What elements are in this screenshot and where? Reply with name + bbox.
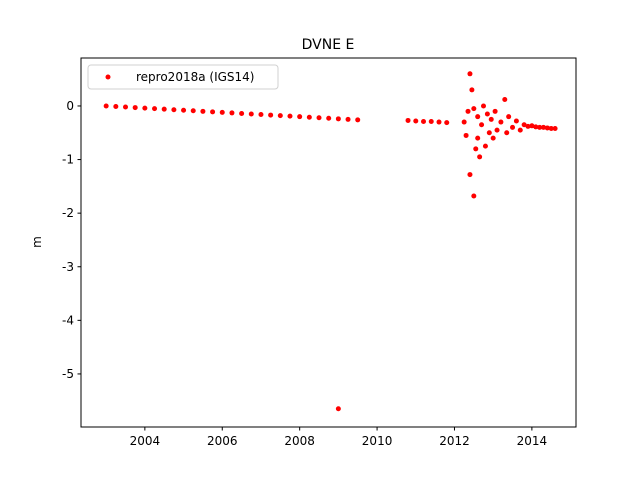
point <box>326 115 332 121</box>
chart-title: DVNE E <box>302 37 355 53</box>
y-tick-label: -4 <box>62 313 74 327</box>
y-tick-label: -5 <box>62 367 74 381</box>
x-tick-label: 2010 <box>362 434 393 448</box>
point <box>525 123 531 129</box>
legend-marker <box>105 74 111 80</box>
point <box>548 125 554 131</box>
point <box>486 130 492 136</box>
point <box>467 172 473 178</box>
point <box>471 106 477 112</box>
point <box>405 117 411 123</box>
point <box>498 119 504 125</box>
point <box>469 87 475 93</box>
point <box>258 112 264 118</box>
point <box>413 118 419 124</box>
x-tick-label: 2008 <box>284 434 315 448</box>
point <box>513 118 519 124</box>
point <box>488 116 494 122</box>
point <box>517 127 523 133</box>
point <box>521 122 527 128</box>
point <box>552 125 558 131</box>
point <box>471 193 477 199</box>
point <box>345 116 351 122</box>
y-tick-label: -1 <box>62 153 74 167</box>
point <box>113 104 119 110</box>
point <box>482 143 488 149</box>
point <box>190 108 196 114</box>
point <box>492 108 498 114</box>
point <box>355 117 361 123</box>
point <box>465 108 471 114</box>
point <box>544 125 550 131</box>
point <box>181 107 187 113</box>
point <box>479 122 485 128</box>
point <box>335 406 341 412</box>
point <box>123 104 129 110</box>
plot-frame <box>80 57 577 428</box>
point <box>494 127 500 133</box>
point <box>461 119 467 125</box>
point <box>287 113 293 119</box>
point <box>306 114 312 120</box>
point <box>506 114 512 120</box>
point <box>428 119 434 125</box>
point <box>142 105 148 111</box>
point <box>335 116 341 122</box>
point <box>219 109 225 115</box>
point <box>467 71 473 77</box>
point <box>316 115 322 121</box>
y-tick-label: -2 <box>62 206 74 220</box>
y-tick-label: -3 <box>62 260 74 274</box>
point <box>210 109 216 115</box>
point <box>297 114 303 120</box>
point <box>540 124 546 130</box>
point <box>533 124 539 130</box>
legend-box <box>87 64 279 90</box>
y-axis-label: m <box>30 236 44 248</box>
point <box>161 106 167 112</box>
point <box>436 119 442 125</box>
point <box>444 120 450 126</box>
point <box>481 103 487 109</box>
point <box>475 114 481 120</box>
point <box>239 110 245 116</box>
point <box>277 113 283 119</box>
point <box>477 154 483 160</box>
point <box>490 135 496 141</box>
point <box>171 107 177 113</box>
point <box>537 124 543 130</box>
point <box>510 124 516 130</box>
point <box>473 146 479 152</box>
point <box>229 110 235 116</box>
point <box>502 97 508 103</box>
point <box>248 111 254 117</box>
point <box>463 132 469 138</box>
point <box>152 106 158 112</box>
point <box>103 103 109 109</box>
point <box>268 112 274 118</box>
point <box>529 123 535 129</box>
point <box>132 105 138 111</box>
x-tick-label: 2012 <box>439 434 470 448</box>
point <box>200 108 206 114</box>
x-tick-label: 2004 <box>130 434 161 448</box>
point <box>484 111 490 117</box>
point <box>504 130 510 136</box>
y-tick-label: 0 <box>66 99 74 113</box>
legend-label: repro2018a (IGS14) <box>136 70 254 84</box>
x-tick-label: 2006 <box>207 434 238 448</box>
x-tick-label: 2014 <box>517 434 548 448</box>
point <box>475 135 481 141</box>
point <box>421 119 427 125</box>
